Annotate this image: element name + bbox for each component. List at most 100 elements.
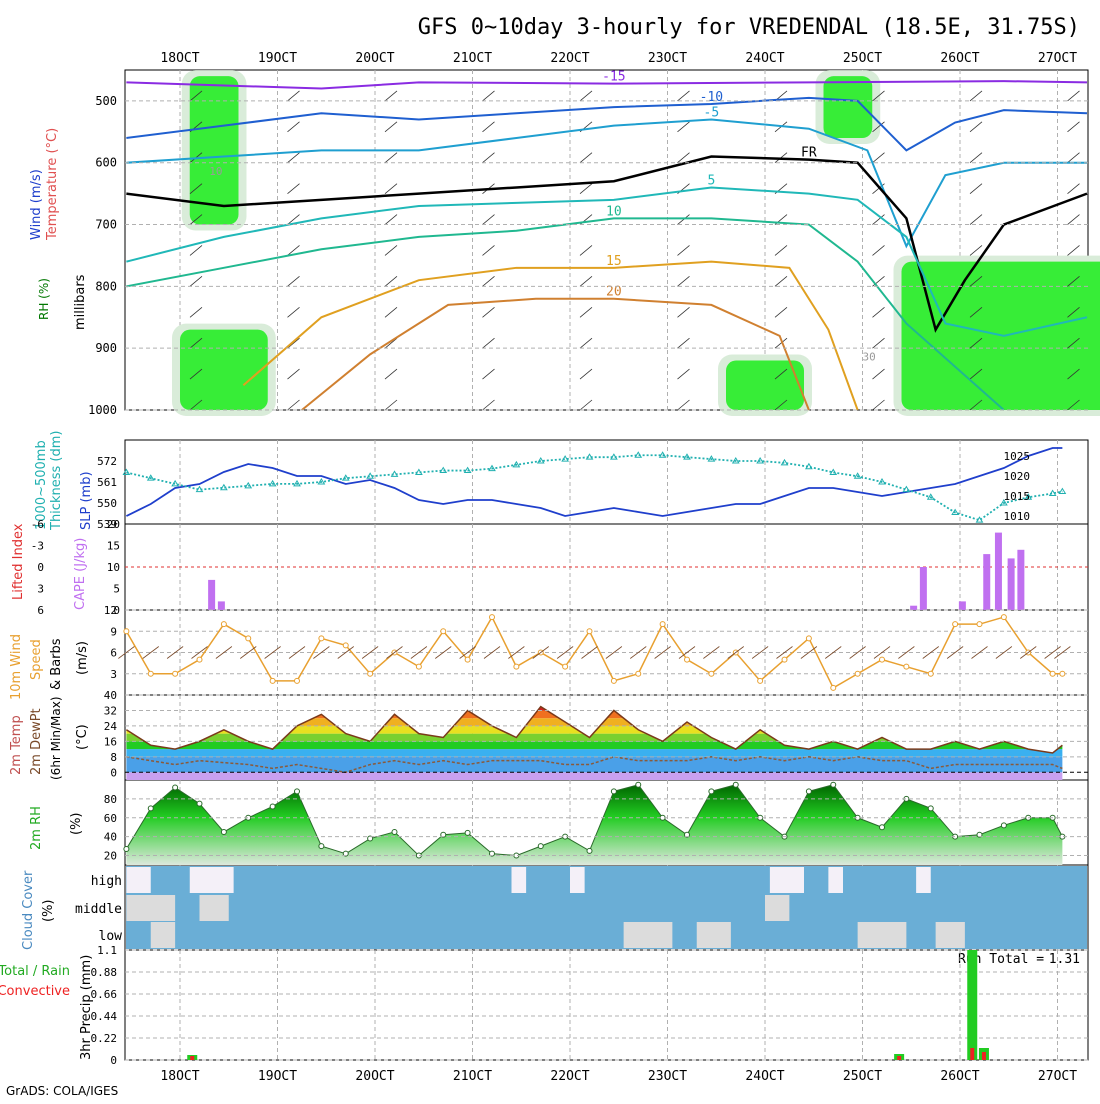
lifted-axis-label: Lifted Index bbox=[11, 523, 26, 600]
thickness-marker bbox=[1059, 489, 1065, 494]
wind-barb bbox=[775, 276, 787, 286]
cloud-clear-segment bbox=[200, 895, 229, 921]
rh-point bbox=[880, 825, 885, 830]
slp-tick: 1020 bbox=[1004, 470, 1031, 483]
wind-barb bbox=[970, 184, 982, 194]
wind-speed-point bbox=[685, 657, 690, 662]
precip-legend-convective: Convective bbox=[0, 984, 70, 999]
wind-speed-point bbox=[246, 636, 251, 641]
wind-barb bbox=[678, 276, 690, 286]
wind-barb bbox=[580, 338, 592, 348]
rh-point bbox=[587, 848, 592, 853]
cloud-clear-segment bbox=[697, 922, 731, 948]
lifted-tick: -3 bbox=[31, 540, 44, 553]
rh-point bbox=[806, 789, 811, 794]
time-label-top: 24OCT bbox=[745, 51, 784, 66]
wind-barb bbox=[678, 400, 690, 410]
temp-axis-label-2: 2m DewPt bbox=[29, 708, 44, 775]
wind-speed-point bbox=[416, 664, 421, 669]
wind-barb bbox=[580, 245, 592, 255]
wind-speed-point bbox=[709, 671, 714, 676]
rh-point bbox=[197, 801, 202, 806]
cloud-clear-segment bbox=[765, 895, 789, 921]
thickness-tick: 550 bbox=[97, 497, 117, 510]
temperature-contour-label: FR bbox=[801, 146, 817, 161]
wind-speed-point bbox=[660, 622, 665, 627]
precip-convective-bar bbox=[190, 1056, 194, 1060]
time-label-bottom: 21OCT bbox=[453, 1069, 492, 1084]
temp-axis-label-3: (6hr Min/Max) bbox=[49, 697, 63, 781]
rh-tick: 80 bbox=[104, 793, 117, 806]
rh-point bbox=[611, 789, 616, 794]
wind-barb bbox=[580, 307, 592, 317]
thickness-axis-label-2: Thickness (dm) bbox=[49, 431, 64, 531]
time-label-bottom: 26OCT bbox=[940, 1069, 979, 1084]
temperature-contour-label: 10 bbox=[606, 204, 622, 219]
wind-barb bbox=[483, 153, 495, 163]
cloud-clear-segment bbox=[624, 922, 673, 948]
wind-barb bbox=[385, 153, 397, 163]
rh-point bbox=[465, 830, 470, 835]
wind-barb bbox=[385, 245, 397, 255]
wind-speed-point bbox=[368, 671, 373, 676]
precip-tick: 0.88 bbox=[91, 966, 118, 979]
wind-speed-point bbox=[782, 657, 787, 662]
upper-axis-label-temp: Temperature (°C) bbox=[45, 128, 60, 241]
wind-speed-point bbox=[1060, 671, 1065, 676]
wind-barb bbox=[1068, 245, 1080, 255]
wind-barb bbox=[1068, 122, 1080, 132]
rh-point bbox=[831, 782, 836, 787]
wind-barb bbox=[483, 122, 495, 132]
temperature-contour-label: -5 bbox=[704, 105, 720, 120]
wind-barb bbox=[678, 91, 690, 101]
precip-tick: 0.66 bbox=[91, 988, 118, 1001]
precip-tick: 1.1 bbox=[97, 944, 117, 957]
wind-tick: 3 bbox=[110, 668, 117, 681]
time-label-bottom: 19OCT bbox=[258, 1069, 297, 1084]
wind-speed-point bbox=[587, 629, 592, 634]
wind-speed-point bbox=[831, 685, 836, 690]
footer-credit: GrADS: COLA/IGES bbox=[6, 1084, 118, 1098]
cloud-level-label: high bbox=[91, 874, 122, 889]
rh-point bbox=[270, 804, 275, 809]
wind-speed-point bbox=[197, 657, 202, 662]
wind-speed-point bbox=[806, 636, 811, 641]
lifted-tick: 6 bbox=[37, 604, 44, 617]
temp-band bbox=[125, 734, 1088, 742]
wind-barb bbox=[678, 153, 690, 163]
wind-speed-point bbox=[953, 622, 958, 627]
cape-bar bbox=[1017, 550, 1024, 610]
wind-barb bbox=[678, 338, 690, 348]
precip-convective-bar bbox=[897, 1056, 901, 1060]
wind-barb bbox=[873, 153, 885, 163]
wind-barb-10m bbox=[118, 647, 134, 659]
precip-tick: 0 bbox=[110, 1054, 117, 1067]
rh-point bbox=[148, 806, 153, 811]
cloud-clear-segment bbox=[126, 867, 150, 893]
cape-bar bbox=[959, 601, 966, 610]
run-total-value: 1.31 bbox=[1049, 952, 1080, 967]
rh-point bbox=[124, 846, 129, 851]
wind-barb bbox=[288, 400, 300, 410]
wind-tick: 12 bbox=[104, 604, 117, 617]
cloud-axis-label-2: (%) bbox=[41, 900, 56, 923]
wind-barb bbox=[873, 307, 885, 317]
slp-line bbox=[126, 448, 1062, 516]
lifted-tick: 3 bbox=[37, 583, 44, 596]
cape-bar bbox=[208, 580, 215, 610]
wind-speed-point bbox=[904, 664, 909, 669]
lifted-tick: -6 bbox=[31, 518, 44, 531]
cloud-clear-segment bbox=[858, 922, 907, 948]
pressure-tick: 500 bbox=[95, 94, 117, 108]
cape-bar bbox=[910, 606, 917, 610]
precip-tick: 0.44 bbox=[91, 1010, 118, 1023]
cloud-clear-segment bbox=[570, 867, 585, 893]
wind-speed-point bbox=[295, 678, 300, 683]
wind-barb bbox=[288, 276, 300, 286]
wind-barb bbox=[1068, 91, 1080, 101]
panel-frame-slp bbox=[125, 440, 1088, 524]
precip-convective-bar bbox=[970, 1048, 974, 1060]
wind-barb bbox=[385, 307, 397, 317]
wind-speed-point bbox=[977, 622, 982, 627]
